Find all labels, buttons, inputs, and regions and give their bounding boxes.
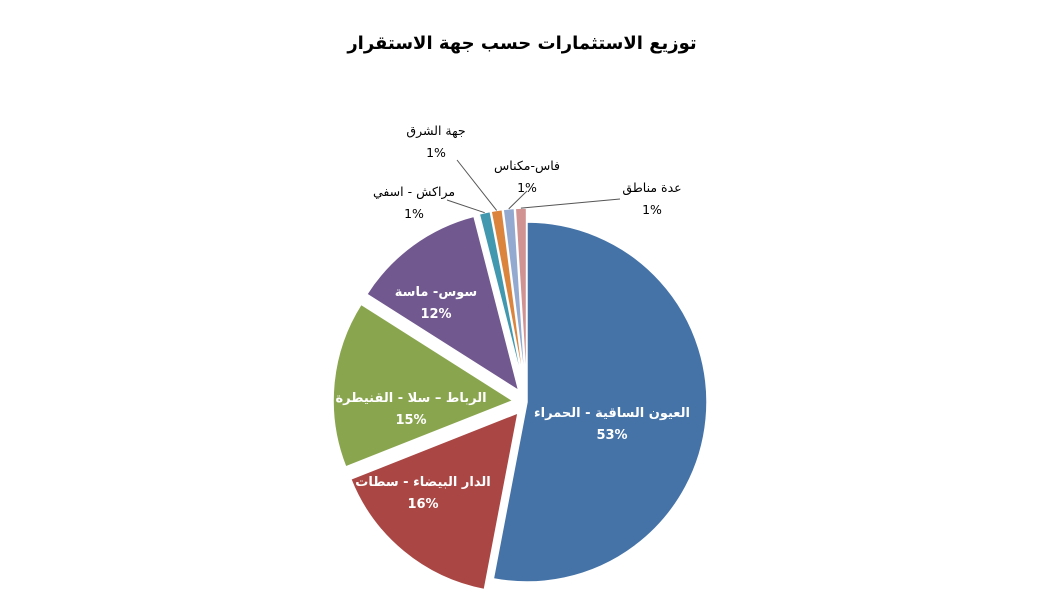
leader-lines — [446, 159, 621, 214]
slice-value-label: 16% — [407, 497, 438, 512]
slice-value-label: 1% — [426, 145, 446, 160]
leader-line — [446, 199, 485, 214]
slice-category-label: عدة مناطق — [622, 180, 681, 196]
pie-slices — [332, 207, 708, 591]
slice-value-label: 53% — [596, 428, 627, 443]
slice-category-label: فاس-مكناس — [494, 158, 560, 174]
slice-value-label: 1% — [517, 180, 537, 195]
slice-category-label: الدار البيضاء - سطات — [355, 475, 490, 490]
slice-labels: العيون الساقية - الحمراء 53% الدار البيضاء… — [335, 123, 690, 512]
leader-line — [520, 198, 621, 209]
leader-line — [456, 159, 498, 211]
slice-category-label: العيون الساقية - الحمراء — [534, 406, 690, 421]
slice-value-label: 1% — [404, 206, 424, 221]
slice-category-label: سوس- ماسة — [395, 285, 477, 300]
slice-value-label: 15% — [395, 413, 426, 428]
pie-slice — [332, 303, 515, 468]
slice-category-label: جهة الشرق — [406, 123, 465, 139]
pie-slice — [349, 411, 520, 591]
slice-value-label: 1% — [642, 202, 662, 217]
slice-value-label: 12% — [420, 307, 451, 322]
pie-slice — [365, 215, 520, 393]
slice-category-label: الرباط – سلا - القنيطرة — [335, 391, 486, 406]
pie-slice — [490, 208, 526, 389]
pie-slice — [492, 221, 708, 583]
slice-category-label: مراكش - اسفي — [373, 184, 455, 200]
leader-line — [508, 190, 528, 210]
chart-title: توزيع الاستثمارات حسب جهة الاستقرار — [347, 33, 697, 54]
